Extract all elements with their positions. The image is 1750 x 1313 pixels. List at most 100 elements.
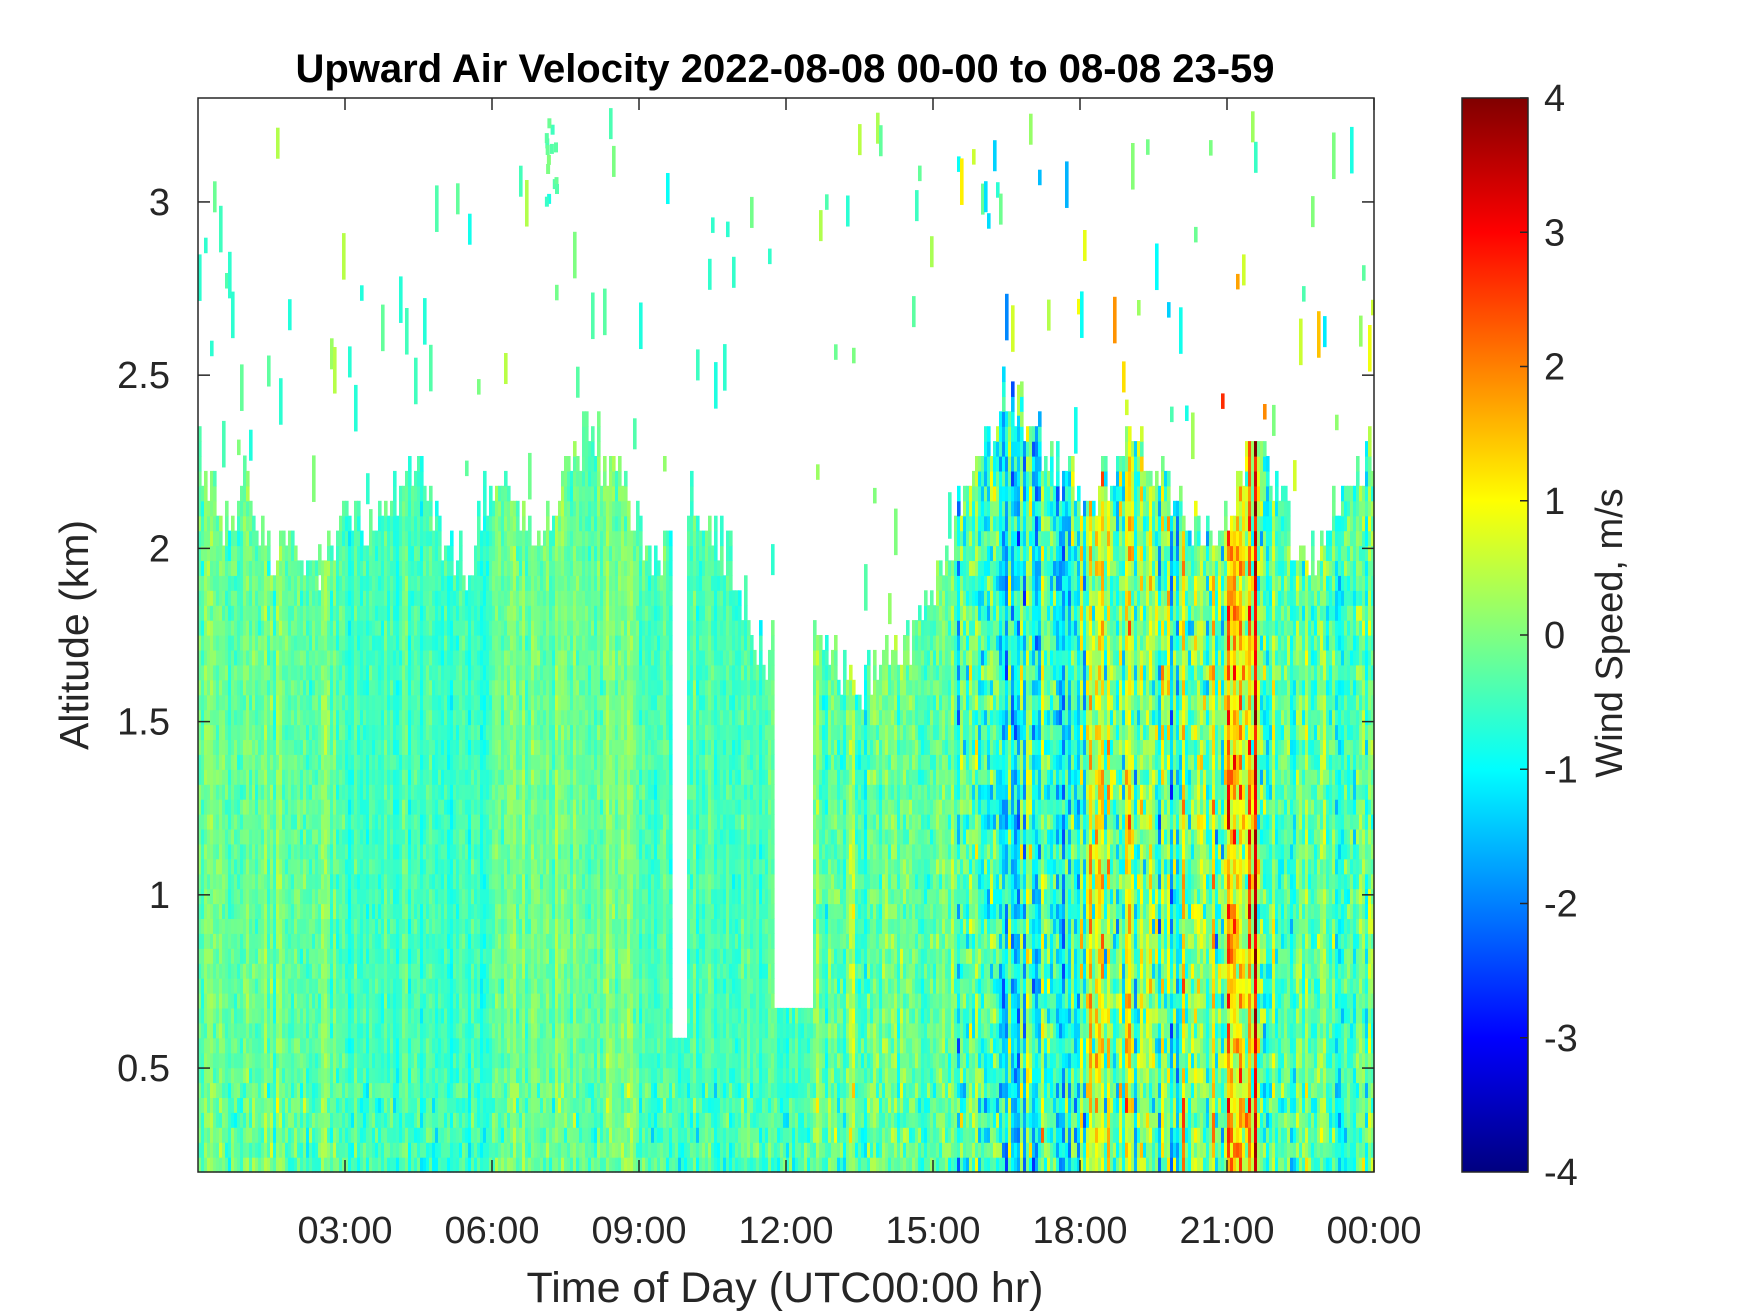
sparse-echo-cell [519,166,523,197]
heatmap-cell [204,471,208,487]
sparse-echo-cell [366,473,370,504]
heatmap-cell [291,531,295,547]
sparse-echo-cell [456,183,460,214]
heatmap-cell [420,456,424,472]
sparse-echo-cell [237,440,241,456]
heatmap-cell [249,501,253,517]
heatmap-cell [516,501,520,517]
heatmap-cell [225,501,229,517]
heatmap-cell [483,471,487,487]
sparse-echo-cell [279,378,283,425]
heatmap-cell [213,471,217,487]
heatmap-cell [438,531,442,547]
heatmap-cell [348,516,352,532]
sparse-echo-cell [222,421,226,468]
heatmap-cell [393,486,397,502]
heatmap-cell [360,531,364,547]
heatmap-cell [294,546,298,562]
heatmap-cell [528,516,532,532]
heatmap-cell [267,560,271,576]
sparse-echo-cell [528,453,532,500]
sparse-echo-cell [228,252,232,299]
heatmap-cell [450,560,454,576]
heatmap-cell [522,516,526,532]
heatmap-cell [429,516,433,532]
heatmap-cell [459,560,463,576]
sparse-echo-cell [210,341,214,357]
heatmap-cell [459,546,463,562]
heatmap-cell [282,531,286,547]
sparse-echo-cell [213,181,217,212]
heatmap-cell [261,516,265,532]
heatmap-cell [438,546,442,562]
heatmap-cell [315,575,319,591]
heatmap-cell [393,501,397,517]
sparse-echo-cell [249,430,253,461]
heatmap-cell [261,531,265,547]
heatmap-cell [330,546,334,562]
heatmap-cell [438,516,442,532]
heatmap-cell [423,486,427,502]
heatmap-cell [267,531,271,547]
heatmap-cell [528,531,532,547]
sparse-echo-cell [525,180,529,227]
sparse-echo-cell [468,214,472,245]
heatmap-cell [450,546,454,562]
heatmap-cell [516,516,520,532]
sparse-echo-cell [414,358,418,405]
heatmap-cell [429,486,433,502]
sparse-echo-cell [288,299,292,330]
sparse-echo-cell [477,379,481,395]
heatmap-cell [219,531,223,547]
sparse-echo-cell [354,385,358,432]
sparse-echo-cell [348,346,352,377]
chart-title: Upward Air Velocity 2022-08-08 00-00 to … [295,47,1274,91]
heatmap-cell [483,501,487,517]
sparse-echo-cell [465,461,469,477]
sparse-echo-cell [276,128,280,159]
heatmap-cell [357,516,361,532]
sparse-echo-cell [381,305,385,352]
heatmap-cell [504,471,508,487]
heatmap-cell [345,501,349,517]
heatmap-cell [477,516,481,532]
sparse-echo-cell [504,353,508,384]
heatmap-cell [507,486,511,502]
heatmap-cell [225,516,229,532]
heatmap-cell [246,486,250,502]
heatmap-cell [459,531,463,547]
sparse-echo-cell [399,276,403,323]
heatmap-cell [255,531,259,547]
sparse-echo-cell [360,285,364,301]
sparse-echo-cell [204,238,208,254]
heatmap-cell [483,486,487,502]
heatmap-cell [462,575,466,591]
heatmap-cell [213,501,217,517]
sparse-echo-cell [333,347,337,394]
velocity-heatmap [198,108,1375,1173]
heatmap-cell [267,546,271,562]
heatmap-cell [429,501,433,517]
sparse-echo-cell [342,233,346,280]
heatmap-cell [408,471,412,487]
heatmap-cell [246,471,250,487]
heatmap-cell [219,516,223,532]
heatmap-cell [393,471,397,487]
sparse-echo-cell [219,206,223,253]
heatmap-cell [378,501,382,517]
sparse-echo-cell [231,292,235,339]
heatmap-cell [213,486,217,502]
sparse-echo-cell [405,308,409,355]
heatmap-cell [327,531,331,547]
heatmap-cell [408,456,412,472]
heatmap-cell [204,486,208,502]
sparse-echo-cell [267,356,271,387]
heatmap-cell [252,516,256,532]
heatmap-cell [522,501,526,517]
sparse-echo-cell [435,185,439,232]
heatmap-cell [300,560,304,576]
sparse-echo-cell [429,345,433,392]
heatmap-cell [231,516,235,532]
heatmap-cell [420,471,424,487]
